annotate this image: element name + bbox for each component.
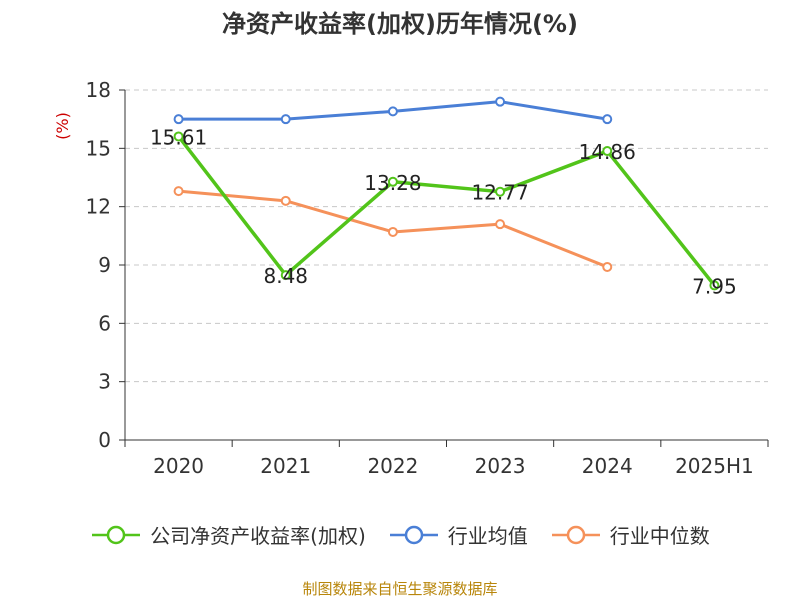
legend-item[interactable]: 行业均值 [388,520,528,549]
data-source-note: 制图数据来自恒生聚源数据库 [302,580,498,598]
x-tick-label: 2024 [582,454,633,478]
data-point [387,226,398,237]
data-point [602,261,613,272]
y-tick-label: 3 [98,370,111,394]
legend-marker [106,525,126,544]
data-point [495,186,506,197]
y-tick-label: 9 [98,253,111,277]
data-point [280,114,291,125]
x-tick-label: 2023 [475,454,526,478]
data-label: 7.95 [692,274,737,298]
y-tick-label: 6 [98,311,111,335]
x-tick-label: 2022 [367,454,418,478]
data-label: 14.86 [579,140,636,164]
series-line [177,135,716,287]
y-tick-label: 18 [86,78,111,102]
legend-swatch-icon [389,525,438,544]
legend-label: 行业中位数 [609,524,710,548]
y-tick-label: 15 [86,136,111,160]
legend-swatch-icon [551,525,600,544]
data-point [173,114,184,125]
data-point [173,131,184,142]
y-tick-label: 0 [98,428,111,452]
data-point [280,270,291,281]
data-point [173,186,184,197]
legend-item[interactable]: 行业中位数 [550,520,710,549]
chart-title: 净资产收益率(加权)历年情况(%) [222,10,578,38]
data-point [495,96,506,107]
data-point [387,176,398,187]
data-label: 12.77 [471,181,528,205]
data-label: 15.61 [150,125,207,149]
legend-swatch-icon [92,525,141,544]
x-tick-label: 2025H1 [675,454,754,478]
y-axis-label: (%) [53,112,72,140]
legend-label: 行业均值 [447,524,528,548]
data-point [602,146,613,157]
data-point [280,195,291,206]
data-label: 13.28 [364,171,421,195]
y-tick-label: 12 [86,195,111,219]
legend-label: 公司净资产收益率(加权) [150,524,366,548]
legend-marker [566,525,586,544]
data-point [602,114,613,125]
x-tick-label: 2020 [153,454,204,478]
legend-item[interactable]: 公司净资产收益率(加权) [90,520,366,549]
data-label: 8.48 [263,264,308,288]
chart-legend: 公司净资产收益率(加权) 行业均值 行业中位数 [0,520,800,549]
data-point [709,280,720,291]
x-tick-label: 2021 [260,454,311,478]
data-point [387,106,398,117]
legend-marker [404,525,424,544]
data-point [495,219,506,230]
